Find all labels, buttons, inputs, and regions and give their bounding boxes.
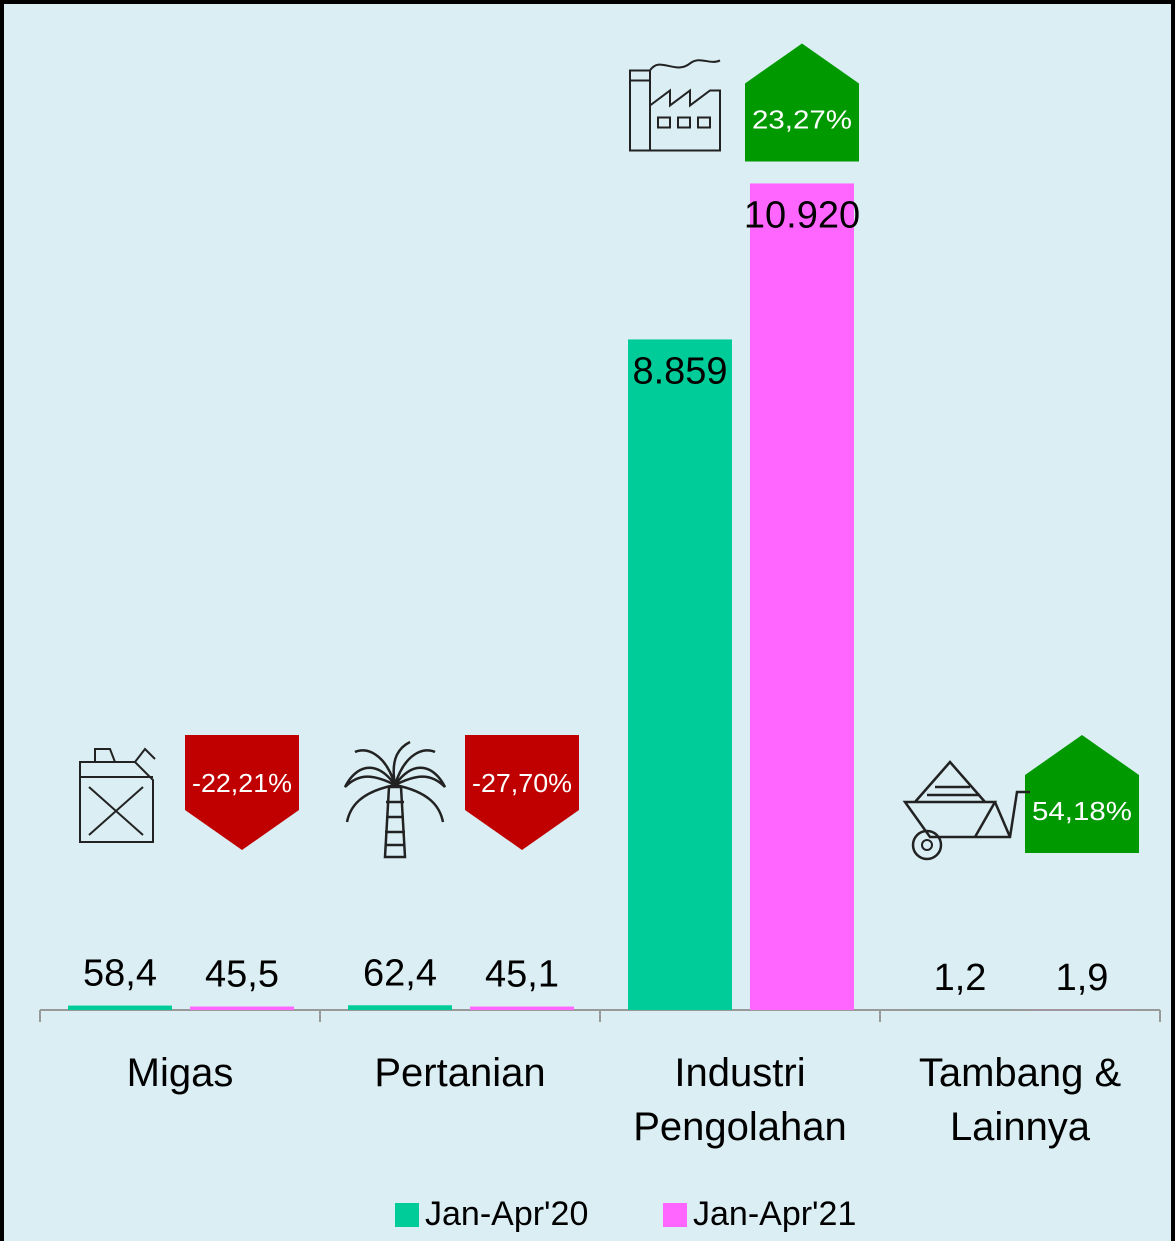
bar (190, 1006, 294, 1010)
change-label: 23,27% (752, 104, 852, 134)
bar (68, 1005, 172, 1010)
data-label: 45,1 (485, 954, 559, 996)
icon (79, 747, 156, 843)
bar (628, 339, 732, 1010)
change-label: -27,70% (472, 768, 572, 798)
icon-shape (629, 59, 721, 152)
data-label: 1,2 (934, 957, 987, 999)
x-tick-label: Pertanian (374, 1051, 546, 1095)
legend-swatch (395, 1203, 419, 1227)
data-label: 58,4 (83, 953, 157, 995)
x-tick-label: Migas (126, 1051, 234, 1095)
x-tick-label: Tambang & Lainnya (918, 1051, 1122, 1149)
data-label: 10.920 (744, 194, 860, 236)
data-label: 62,4 (363, 952, 437, 994)
icon-shape (921, 839, 933, 851)
icon (343, 740, 447, 859)
change-badge (465, 735, 579, 850)
change-badge (185, 735, 299, 850)
icon (902, 760, 1030, 861)
icon-shape (79, 747, 156, 843)
change-label: -22,21% (192, 768, 292, 798)
legend-swatch (663, 1203, 687, 1227)
icon-shape (902, 760, 1030, 839)
change-badge (1025, 735, 1139, 853)
bar (348, 1005, 452, 1010)
icon-shape (343, 740, 447, 859)
change-badge (745, 43, 859, 162)
legend-label: Jan-Apr'21 (693, 1195, 856, 1233)
x-tick-label: Industri Pengolahan (633, 1051, 847, 1149)
icon (629, 59, 721, 152)
data-label: 45,5 (205, 954, 279, 996)
icon-shape (911, 829, 943, 861)
data-label: 1,9 (1056, 957, 1109, 999)
legend-label: Jan-Apr'20 (425, 1195, 588, 1233)
data-label: 8.859 (632, 350, 727, 392)
bar (470, 1006, 574, 1010)
change-label: 54,18% (1032, 796, 1132, 826)
bar (750, 183, 854, 1010)
